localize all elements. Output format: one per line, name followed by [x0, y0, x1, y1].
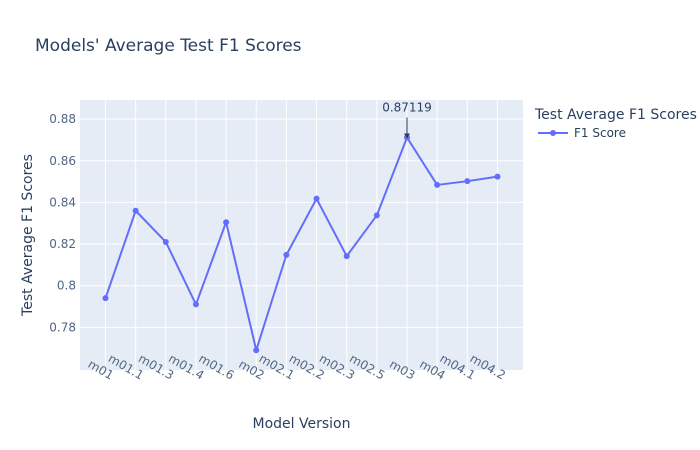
data-point[interactable] [373, 212, 380, 219]
peak-annotation: 0.87119 [382, 100, 432, 139]
gridlines [80, 100, 523, 370]
y-tick-label: 0.78 [49, 320, 76, 334]
data-point[interactable] [162, 238, 169, 245]
y-axis-ticks: 0.78 0.8 0.82 0.84 0.86 0.88 [49, 112, 76, 334]
y-tick-label: 0.82 [49, 237, 76, 251]
legend-title: Test Average F1 Scores [534, 107, 697, 123]
y-axis-title: Test Average F1 Scores [20, 154, 36, 317]
y-tick-label: 0.88 [49, 112, 76, 126]
legend-marker-swatch [550, 130, 556, 136]
data-point[interactable] [283, 251, 290, 258]
legend-item-f1-score[interactable]: F1 Score [574, 126, 626, 140]
plot-area [80, 100, 523, 370]
annotation-arrowhead [404, 133, 410, 139]
data-point[interactable] [102, 295, 109, 302]
annotation-label: 0.87119 [382, 100, 432, 114]
data-point[interactable] [494, 173, 501, 180]
data-point[interactable] [464, 178, 471, 185]
data-point[interactable] [434, 181, 441, 188]
data-point[interactable] [132, 207, 139, 214]
legend[interactable]: Test Average F1 Scores F1 Score [534, 107, 697, 140]
series-f1-score [102, 134, 501, 354]
y-tick-label: 0.86 [49, 154, 76, 168]
series-line [104, 136, 498, 352]
data-point[interactable] [313, 195, 320, 202]
y-tick-label: 0.84 [49, 195, 76, 209]
data-point[interactable] [192, 301, 199, 308]
x-axis-title: Model Version [253, 416, 351, 432]
chart-title: Models' Average Test F1 Scores [35, 36, 302, 56]
data-point[interactable] [343, 253, 350, 260]
data-point[interactable] [253, 347, 260, 354]
data-point[interactable] [223, 219, 230, 226]
y-tick-label: 0.8 [57, 279, 76, 293]
